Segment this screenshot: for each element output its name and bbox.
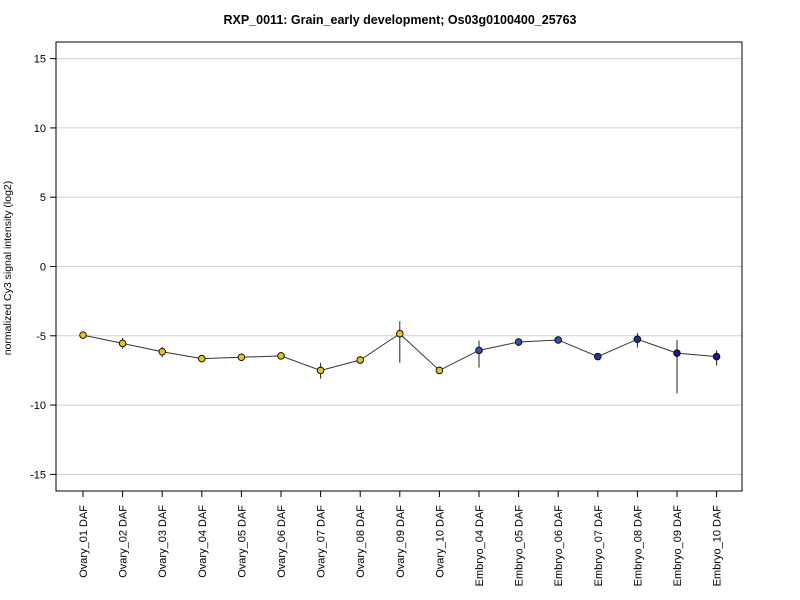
x-tick-label: Embryo_05 DAF <box>514 505 526 587</box>
x-tick-label: Embryo_06 DAF <box>553 505 565 587</box>
x-tick-label: Ovary_02 DAF <box>118 505 130 578</box>
x-tick-label: Embryo_07 DAF <box>593 505 605 587</box>
x-tick-label: Ovary_03 DAF <box>157 505 169 578</box>
data-point <box>673 349 681 357</box>
data-point <box>198 354 206 363</box>
data-point <box>435 366 444 375</box>
y-tick-label: 10 <box>34 123 46 135</box>
data-point <box>158 347 166 356</box>
data-point <box>475 346 483 355</box>
data-point <box>514 338 523 346</box>
data-point <box>633 335 642 344</box>
data-point <box>277 352 285 360</box>
data-point <box>396 329 404 338</box>
data-point <box>118 339 127 348</box>
plot-frame <box>55 41 743 492</box>
x-tick-label: Embryo_08 DAF <box>632 505 644 587</box>
x-tick-label: Ovary_09 DAF <box>395 505 407 578</box>
axis-layer: -15 -10 -5 0 5 10 15 Ovary_01 DAF Ovary_02 DAF Ov… <box>30 41 743 587</box>
data-point <box>712 352 721 361</box>
y-tick-label: 15 <box>34 54 46 66</box>
x-tick-label: Embryo_09 DAF <box>672 505 684 587</box>
data-point <box>554 336 562 344</box>
y-tick-label: 0 <box>40 262 46 274</box>
x-tick-label: Ovary_06 DAF <box>276 505 288 578</box>
x-tick-label: Ovary_05 DAF <box>236 505 248 578</box>
x-tick-label: Ovary_10 DAF <box>434 505 446 578</box>
y-tick-label: -15 <box>30 469 46 481</box>
x-tick-label: Ovary_04 DAF <box>197 505 209 578</box>
data-point <box>79 331 87 339</box>
data-layer <box>79 321 721 394</box>
x-tick-label: Ovary_07 DAF <box>316 505 328 578</box>
x-tick-label: Embryo_10 DAF <box>712 505 724 587</box>
y-axis-label: normalized Cy3 signal intensity (log2) <box>2 181 14 356</box>
x-tick-label: Ovary_08 DAF <box>355 505 367 578</box>
data-point <box>237 353 246 362</box>
grid-layer <box>56 58 742 475</box>
chart-title: RXP_0011: Grain_early development; Os03g… <box>223 13 577 27</box>
x-tick-label: Embryo_04 DAF <box>474 505 486 587</box>
data-point <box>316 366 325 375</box>
x-tick-label: Ovary_01 DAF <box>78 505 90 578</box>
data-point <box>594 352 602 361</box>
y-tick-label: 5 <box>40 192 46 204</box>
data-point <box>356 356 364 364</box>
y-tick-label: -5 <box>36 331 46 343</box>
y-tick-label: -10 <box>30 400 46 412</box>
